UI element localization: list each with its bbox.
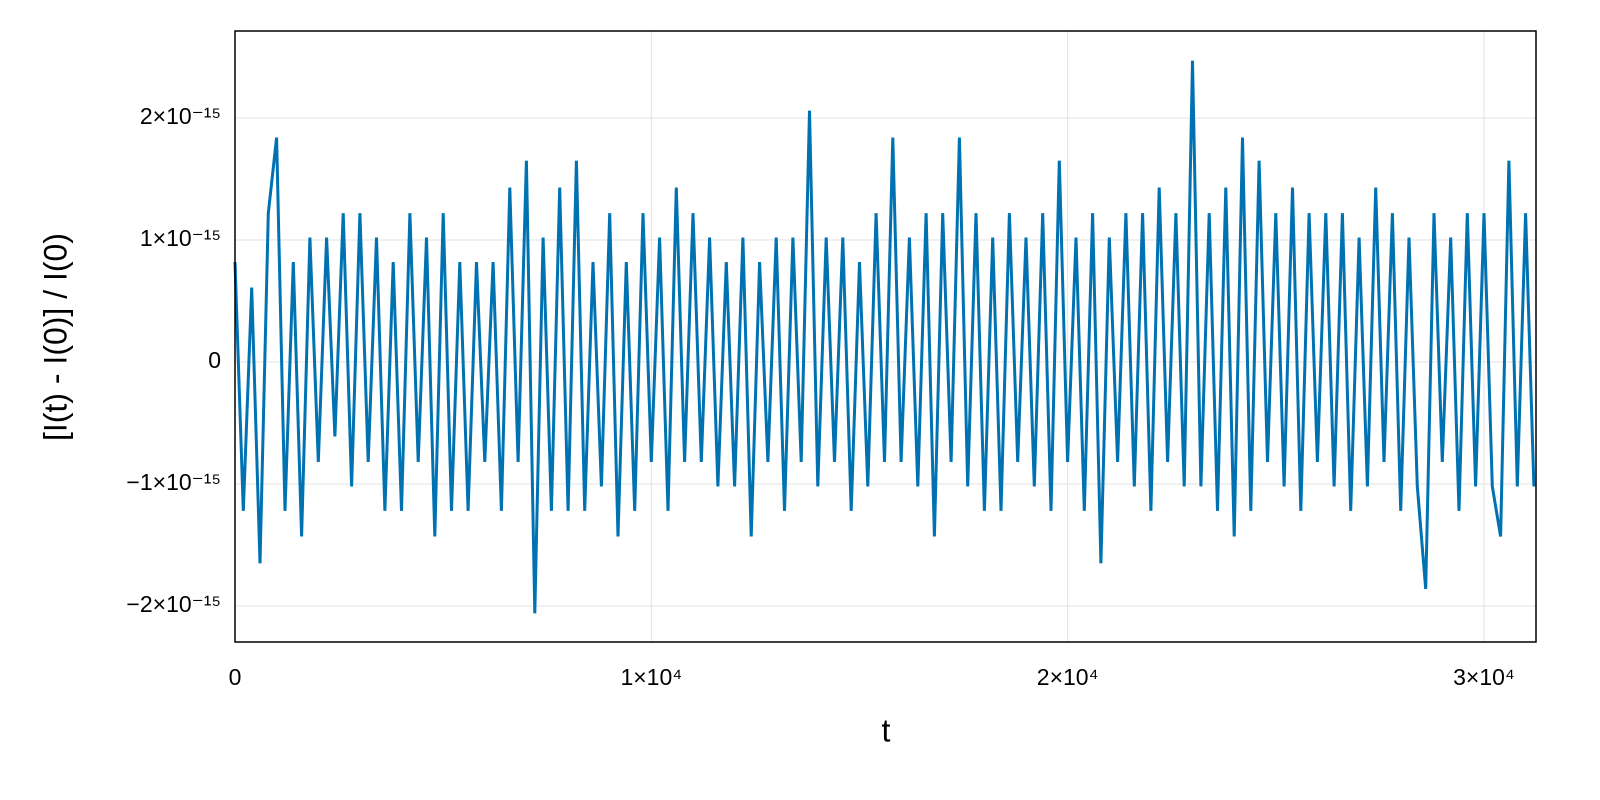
x-tick-label: 0 [229, 664, 242, 690]
plot-frame [234, 30, 1537, 643]
x-axis-label: t [882, 712, 891, 748]
y-axis-label: [I(t) - I(0)] / I(0) [37, 233, 73, 441]
y-tick-label: 0 [208, 347, 221, 373]
data-line [233, 60, 1536, 614]
x-tick-label: 3×10⁴ [1453, 664, 1515, 690]
y-tick-label: −2×10⁻¹⁵ [126, 591, 221, 617]
y-tick-label: 1×10⁻¹⁵ [140, 225, 221, 251]
y-tick-label: −1×10⁻¹⁵ [126, 469, 221, 495]
y-tick-label: 2×10⁻¹⁵ [140, 103, 221, 129]
x-tick-label: 1×10⁴ [620, 664, 682, 690]
x-tick-label: 2×10⁴ [1037, 664, 1099, 690]
